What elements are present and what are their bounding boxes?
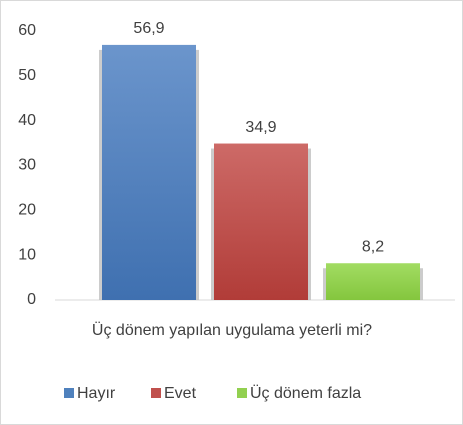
y-tick-label: 60 xyxy=(18,22,36,39)
y-tick-label: 0 xyxy=(27,291,36,308)
legend-swatch xyxy=(151,388,161,398)
bar xyxy=(214,143,308,300)
legend-label: Evet xyxy=(164,385,197,402)
y-tick-label: 20 xyxy=(18,202,36,219)
bar xyxy=(326,263,420,300)
value-label: 34,9 xyxy=(245,119,276,136)
y-tick-label: 50 xyxy=(18,67,36,84)
y-tick-label: 30 xyxy=(18,157,36,174)
y-tick-label: 10 xyxy=(18,246,36,263)
legend-swatch xyxy=(237,388,247,398)
legend-label: Hayır xyxy=(77,385,116,402)
x-axis-title: Üç dönem yapılan uygulama yeterli mi? xyxy=(92,321,372,339)
bar xyxy=(102,44,196,301)
y-tick-label: 40 xyxy=(18,112,36,129)
legend-label: Üç dönem fazla xyxy=(250,384,361,402)
value-label: 56,9 xyxy=(133,20,164,37)
value-label: 8,2 xyxy=(362,238,384,255)
legend-swatch xyxy=(64,388,74,398)
